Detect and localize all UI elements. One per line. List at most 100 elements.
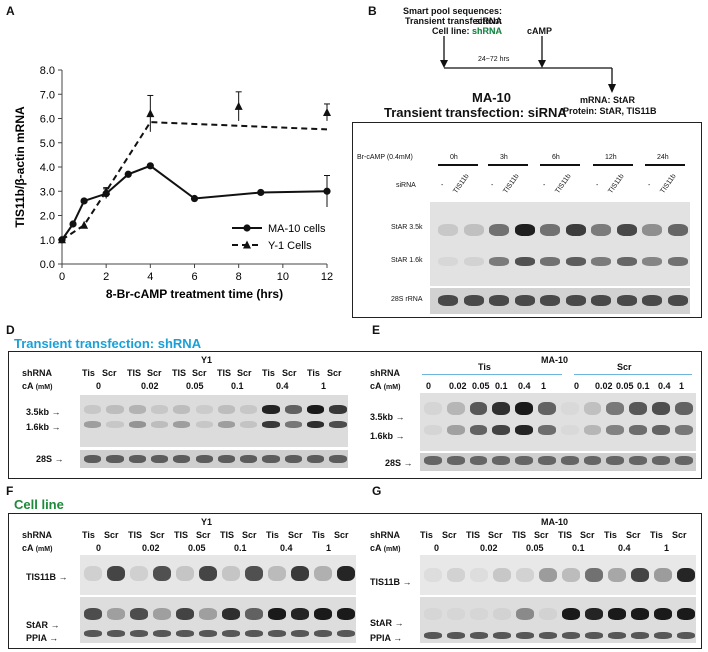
a-x-tick-label: 10 xyxy=(277,271,289,283)
f-cell-y1: Y1 xyxy=(201,517,213,527)
g-band-tis11b xyxy=(493,568,511,582)
e-band-28s xyxy=(538,456,556,465)
c-band-28s xyxy=(616,295,637,306)
panel-e-label: E xyxy=(372,323,381,337)
g-band-star xyxy=(562,608,580,620)
c-band-star35 xyxy=(616,224,637,236)
e-conc-tis: 0 xyxy=(426,381,432,391)
f-lane-scr: Scr xyxy=(334,530,349,540)
a-ma10-point xyxy=(80,197,88,205)
f-band-ppia xyxy=(291,630,309,637)
f-band-star xyxy=(314,608,332,620)
d-band-28s xyxy=(195,455,213,463)
e-band-16kb xyxy=(515,425,533,435)
f-band-ppia xyxy=(199,630,217,637)
g-band-ppia xyxy=(654,632,672,639)
b-transient-prefix: Transient transfection: xyxy=(404,16,502,26)
e-scr-label: Scr xyxy=(617,362,632,372)
e-blot-28s xyxy=(420,453,696,471)
c-band-star35 xyxy=(642,224,662,236)
f-band-ppia xyxy=(245,630,263,637)
g-lane-tis: TIS xyxy=(466,530,481,540)
d-band-16kb xyxy=(195,421,213,428)
d-row-28s: 28S → xyxy=(36,454,64,464)
d-lane-scr: Scr xyxy=(237,368,252,378)
g-band-star xyxy=(631,608,649,620)
e-band-28s xyxy=(515,456,533,465)
e-band-16kb xyxy=(538,425,556,435)
g-conc: 1 xyxy=(664,543,670,553)
d-band-16kb xyxy=(217,421,236,428)
a-y-axis-label: TIS11b/β-actin mRNA xyxy=(13,106,27,228)
d-band-35kb xyxy=(329,405,347,414)
d-band-16kb xyxy=(329,421,347,428)
f-conc: 0 xyxy=(96,543,102,553)
d-mm-text: (mM) xyxy=(35,384,53,391)
d-band-28s xyxy=(84,455,102,463)
f-conc: 0.4 xyxy=(280,543,293,553)
e-row-35kb: 3.5kb → xyxy=(370,412,405,422)
a-y1-legend-label: Y-1 Cells xyxy=(268,240,312,252)
a-ma10-point xyxy=(323,187,331,195)
e-band-35kb xyxy=(561,402,579,415)
c-time-label: 6h xyxy=(552,154,560,161)
d-band-35kb xyxy=(262,405,280,414)
g-row-ppia: PPIA → xyxy=(370,633,403,643)
e-band-16kb xyxy=(606,425,625,435)
f-band-ppia xyxy=(130,630,148,637)
g-lane-scr: Scr xyxy=(442,530,457,540)
e-band-28s xyxy=(492,456,511,465)
d-band-35kb xyxy=(195,405,213,414)
c-blot-star xyxy=(430,202,690,286)
d-conc: 1 xyxy=(321,381,327,391)
f-band-tis11b xyxy=(176,566,194,581)
d-cell-y1: Y1 xyxy=(201,355,213,365)
d-band-16kb xyxy=(240,421,258,428)
f-ca-text: cA xyxy=(22,543,34,553)
panel-g-label: G xyxy=(372,484,382,498)
section-cell-line: Cell line xyxy=(14,497,64,512)
f-band-star xyxy=(107,608,125,620)
b-cellline-prefix: Cell line: xyxy=(431,26,472,36)
e-conc-tis: 0.02 xyxy=(449,381,467,391)
f-row-tis11b: TIS11B → xyxy=(26,572,68,582)
f-band-tis11b xyxy=(337,566,355,581)
a-y1-point xyxy=(234,101,243,110)
d-band-28s xyxy=(240,455,258,463)
c-band-28s xyxy=(667,295,688,306)
g-lane-tis: Tis xyxy=(420,530,433,540)
f-band-ppia xyxy=(268,630,286,637)
f-lane-tis: TIS xyxy=(220,530,235,540)
g-band-star xyxy=(539,608,557,620)
f-blot-star xyxy=(80,597,356,643)
g-band-tis11b xyxy=(516,568,534,582)
d-conc: 0.05 xyxy=(186,381,204,391)
c-row-28s: 28S rRNA xyxy=(391,296,423,303)
d-band-16kb xyxy=(307,421,325,428)
g-band-ppia xyxy=(470,632,488,639)
c-band-star16 xyxy=(540,257,560,266)
c-time-bar xyxy=(593,164,633,166)
c-band-star35 xyxy=(489,224,509,236)
g-conc: 0.4 xyxy=(618,543,631,553)
d-conc: 0 xyxy=(96,381,102,391)
a-x-tick-label: 2 xyxy=(103,271,109,283)
f-band-tis11b xyxy=(153,566,171,581)
c-band-28s xyxy=(540,295,560,306)
e-band-35kb xyxy=(606,402,625,415)
d-conc: 0.4 xyxy=(276,381,289,391)
e-band-35kb xyxy=(583,402,602,415)
d-band-35kb xyxy=(217,405,236,414)
c-band-star35 xyxy=(438,224,458,236)
b-hrs-text: 24~72 hrs xyxy=(478,56,510,63)
c-row-star35: StAR 3.5k xyxy=(391,224,423,231)
f-mm-text: (mM) xyxy=(35,546,53,553)
f-lane-tis: TIS xyxy=(128,530,143,540)
g-lane-scr: Scr xyxy=(580,530,595,540)
d-band-28s xyxy=(128,455,146,463)
g-lane-tis: TIS xyxy=(558,530,573,540)
f-band-ppia xyxy=(222,630,240,637)
f-lane-scr: Scr xyxy=(104,530,119,540)
f-lane-scr: Scr xyxy=(196,530,211,540)
g-band-ppia xyxy=(516,632,534,639)
